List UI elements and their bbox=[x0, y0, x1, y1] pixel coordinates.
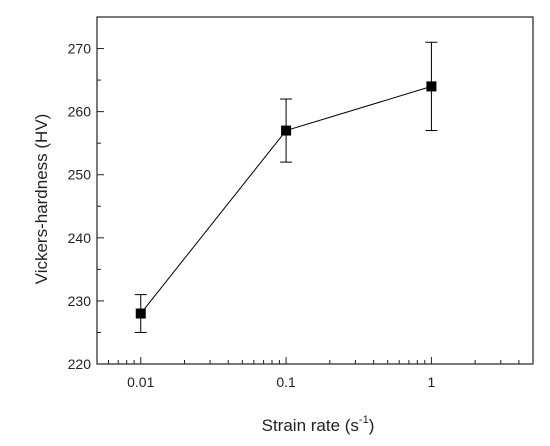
x-tick-label: 0.01 bbox=[127, 374, 154, 390]
x-tick-label: 1 bbox=[428, 374, 436, 390]
y-tick-label: 240 bbox=[68, 230, 92, 246]
x-axis-label: Strain rate (s-1) bbox=[262, 414, 375, 435]
plot-frame bbox=[96, 16, 534, 365]
y-tick-label: 230 bbox=[68, 293, 92, 309]
data-point bbox=[426, 81, 437, 92]
y-axis-label: Vickers-hardness (HV) bbox=[32, 114, 51, 285]
data-point bbox=[281, 125, 292, 136]
y-tick-label: 260 bbox=[68, 104, 92, 120]
y-tick-label: 270 bbox=[68, 41, 92, 57]
x-tick-label: 0.1 bbox=[276, 374, 296, 390]
y-tick-label: 250 bbox=[68, 167, 92, 183]
series-group bbox=[134, 41, 438, 333]
y-tick-label: 220 bbox=[68, 356, 92, 372]
plot-frame-group bbox=[96, 16, 534, 365]
ticks-group: 220 230 240 250 260 270 0.01 0.1 1 bbox=[68, 41, 520, 390]
data-point bbox=[135, 308, 146, 319]
